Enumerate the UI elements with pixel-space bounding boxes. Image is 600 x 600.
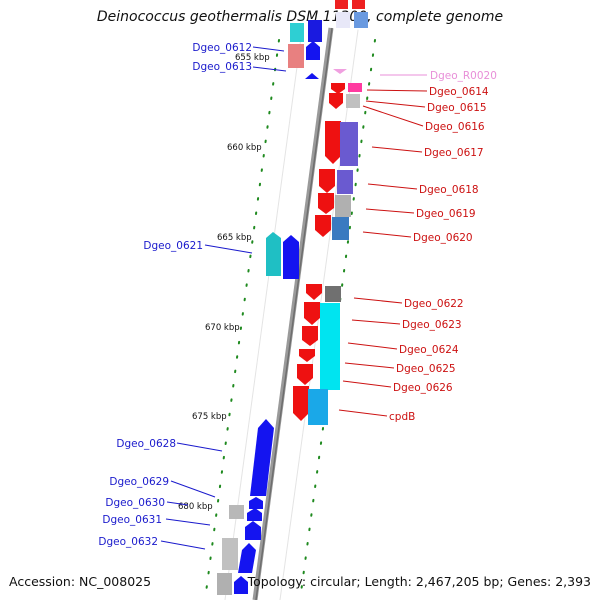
- scale-tick-labels: 655 kbp 660 kbp 665 kbp 670 kbp 675 kbp …: [178, 53, 270, 512]
- gene-feature[interactable]: [308, 389, 328, 425]
- gene-feature[interactable]: [222, 538, 238, 570]
- gene-feature[interactable]: [245, 521, 261, 540]
- gene-feature[interactable]: [299, 349, 315, 362]
- gene-feature[interactable]: [325, 121, 341, 164]
- left-gene-labels: Dgeo_0612 Dgeo_0613 Dgeo_0621 Dgeo_0628 …: [98, 42, 252, 548]
- gene-feature[interactable]: [335, 195, 351, 217]
- gene-feature[interactable]: [229, 505, 244, 519]
- gene-feature[interactable]: [302, 326, 318, 346]
- gene-feature[interactable]: [304, 302, 320, 325]
- topology-text: Topology: circular; Length: 2,467,205 bp…: [247, 574, 591, 589]
- gene-label-dgeo-0624[interactable]: Dgeo_0624: [399, 344, 459, 356]
- gene-feature[interactable]: [332, 217, 349, 240]
- gene-label-dgeo-0619[interactable]: Dgeo_0619: [416, 208, 476, 220]
- gene-feature[interactable]: [290, 23, 304, 42]
- gene-label-dgeo-0626[interactable]: Dgeo_0626: [393, 382, 453, 394]
- gene-feature[interactable]: [352, 0, 365, 9]
- left-strand-genes: [217, 20, 322, 595]
- gene-label-dgeo-0612[interactable]: Dgeo_0612: [192, 42, 252, 54]
- gene-feature[interactable]: [306, 41, 320, 60]
- gene-feature[interactable]: [288, 44, 304, 68]
- gene-label-dgeo-r0020[interactable]: Dgeo_R0020: [430, 70, 497, 82]
- gene-feature[interactable]: [348, 83, 362, 92]
- gene-label-cpdb[interactable]: cpdB: [389, 411, 415, 423]
- left-callout-lines: [160, 46, 287, 550]
- gene-feature[interactable]: [325, 286, 341, 302]
- genome-backbone: [252, 27, 334, 600]
- gene-feature[interactable]: [247, 508, 262, 521]
- gene-label-dgeo-0623[interactable]: Dgeo_0623: [402, 319, 462, 331]
- gene-label-dgeo-0615[interactable]: Dgeo_0615: [427, 102, 487, 114]
- gene-feature[interactable]: [336, 12, 350, 28]
- gene-label-dgeo-0625[interactable]: Dgeo_0625: [396, 363, 456, 375]
- gene-label-dgeo-0628[interactable]: Dgeo_0628: [116, 438, 176, 450]
- gene-feature[interactable]: [335, 0, 348, 9]
- gene-feature[interactable]: [318, 193, 334, 214]
- gene-label-dgeo-0622[interactable]: Dgeo_0622: [404, 298, 464, 310]
- gene-feature[interactable]: [320, 303, 340, 390]
- right-gene-labels: Dgeo_R0020 Dgeo_0614 Dgeo_0615 Dgeo_0616…: [389, 70, 497, 423]
- scale-tick-label: 680 kbp: [178, 502, 213, 512]
- gene-feature[interactable]: [319, 169, 335, 193]
- gene-feature[interactable]: [305, 73, 319, 79]
- scale-tick-label: 660 kbp: [227, 143, 262, 153]
- gene-feature[interactable]: [249, 497, 263, 509]
- gene-feature[interactable]: [340, 122, 358, 166]
- scale-tick-label: 655 kbp: [235, 53, 270, 63]
- gene-label-dgeo-0617[interactable]: Dgeo_0617: [424, 147, 484, 159]
- gene-feature[interactable]: [283, 235, 299, 279]
- gene-label-dgeo-0630[interactable]: Dgeo_0630: [105, 497, 165, 509]
- gene-feature[interactable]: [337, 170, 353, 194]
- gene-feature[interactable]: [333, 69, 347, 74]
- right-callout-lines: [338, 74, 428, 417]
- gene-feature[interactable]: [346, 94, 360, 108]
- gene-label-dgeo-0629[interactable]: Dgeo_0629: [109, 476, 169, 488]
- gene-label-dgeo-0616[interactable]: Dgeo_0616: [425, 121, 485, 133]
- gene-feature[interactable]: [354, 12, 368, 28]
- map-title: Deinococcus geothermalis DSM 11300, comp…: [96, 9, 504, 25]
- gene-feature[interactable]: [308, 20, 322, 42]
- gene-label-dgeo-0620[interactable]: Dgeo_0620: [413, 232, 473, 244]
- gene-feature[interactable]: [217, 573, 232, 595]
- gene-feature[interactable]: [266, 232, 281, 276]
- gene-label-dgeo-0618[interactable]: Dgeo_0618: [419, 184, 479, 196]
- gene-label-dgeo-0632[interactable]: Dgeo_0632: [98, 536, 158, 548]
- scale-tick-label: 665 kbp: [217, 233, 252, 243]
- gene-feature[interactable]: [293, 386, 309, 421]
- scale-tick-label: 670 kbp: [205, 323, 240, 333]
- gene-feature[interactable]: [238, 543, 256, 573]
- accession-text: Accession: NC_008025: [9, 574, 152, 589]
- gene-feature[interactable]: [234, 576, 248, 594]
- gene-feature[interactable]: [329, 93, 343, 109]
- gene-label-dgeo-0621[interactable]: Dgeo_0621: [143, 240, 203, 252]
- gene-feature[interactable]: [315, 215, 331, 237]
- gene-feature[interactable]: [331, 83, 345, 94]
- scale-tick-label: 675 kbp: [192, 412, 227, 422]
- gene-label-dgeo-0614[interactable]: Dgeo_0614: [429, 86, 489, 98]
- gene-feature[interactable]: [297, 364, 313, 385]
- gene-label-dgeo-0613[interactable]: Dgeo_0613: [192, 61, 252, 73]
- right-strand-genes: [293, 0, 368, 425]
- gene-feature[interactable]: [306, 284, 322, 300]
- gene-feature[interactable]: [250, 419, 274, 496]
- gene-label-dgeo-0631[interactable]: Dgeo_0631: [102, 514, 162, 526]
